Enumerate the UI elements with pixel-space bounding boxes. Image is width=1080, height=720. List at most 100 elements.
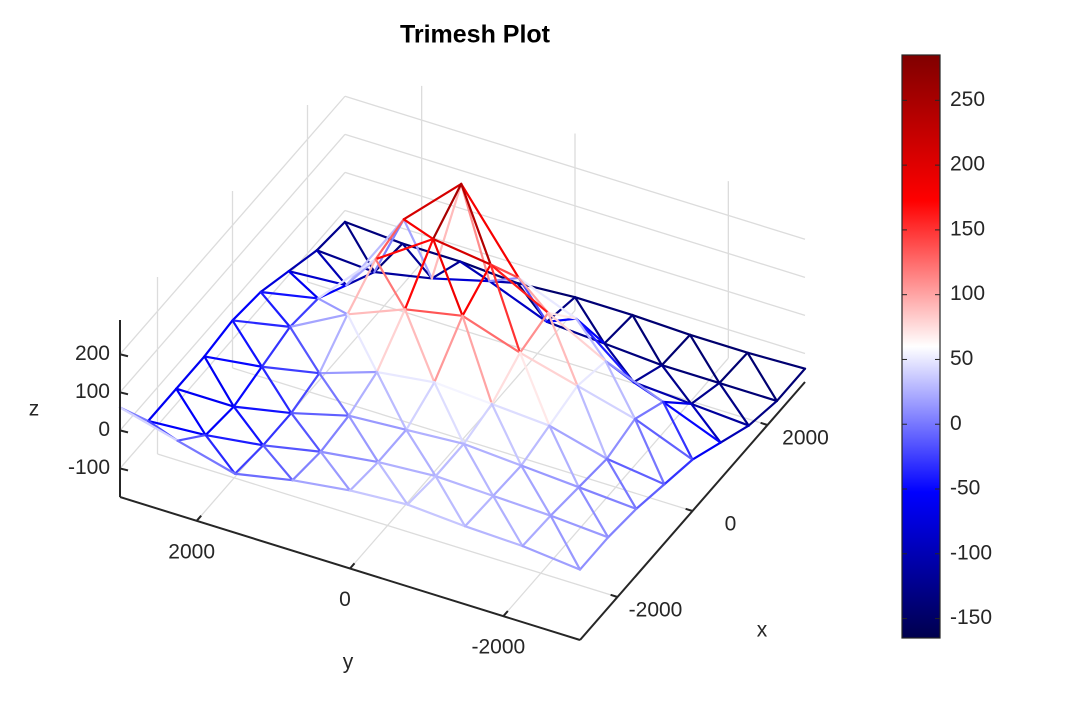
mesh-edge [691,441,722,461]
z-tick-label: 0 [98,418,110,441]
mesh-edge [348,460,380,492]
mesh-edge [433,314,464,384]
mesh-edge [461,314,522,354]
mesh-edge [463,525,524,548]
mesh-edge [204,405,235,437]
mesh-edge [775,367,807,403]
mesh-edge [259,290,320,300]
mesh-edge [176,439,237,475]
mesh-edge [549,514,610,539]
z-tick [119,429,129,434]
mesh-edge [516,282,577,299]
mesh-edge [463,494,495,528]
mesh-edge [434,474,467,528]
mesh-edge [262,444,294,482]
mesh-edge [347,414,380,464]
mesh-edge [492,494,552,517]
mesh-edge [545,296,577,323]
mesh-edge [548,424,580,489]
mesh-edge [461,314,493,406]
x-axis-label: x [757,619,768,642]
mesh-edge [233,472,294,482]
mesh-edge [718,381,778,403]
mesh-edge [232,405,293,415]
mesh [118,182,807,571]
mesh-edge [663,458,694,486]
z-tick-label: 200 [75,342,110,365]
mesh-edge [232,365,263,408]
y-axis-label: y [343,651,354,674]
mesh-edge [147,419,207,437]
mesh-edge [492,494,524,548]
mesh-edge [520,464,552,517]
colorbar-tick-label: 200 [950,153,985,176]
mesh-edge [346,313,378,374]
mesh-edge [490,402,523,467]
mesh-edge [374,218,405,261]
grid-line [119,95,346,355]
grid-line [119,171,346,431]
mesh-edge [317,258,377,300]
mesh-edge [576,384,608,460]
grid-line [344,209,806,355]
z-axis-label: z [29,398,40,421]
mesh-edge [633,417,666,486]
mesh-edge [175,355,206,390]
mesh-edge [403,237,435,311]
y-tick-label: -2000 [471,636,525,659]
mesh-edge [402,182,463,221]
colorbar [901,54,941,639]
mesh-edge [518,351,551,427]
colorbar-tick-label: -150 [950,606,992,629]
mesh-edge [346,308,407,316]
mesh-edge [432,237,464,317]
mesh-edge [290,411,350,417]
mesh-edge [147,387,178,423]
mesh-edge [631,313,663,367]
mesh-edge [118,406,179,442]
mesh-edge [660,364,721,385]
mesh-edge [433,381,493,406]
mesh-edge [405,381,436,431]
mesh-edge [319,450,352,492]
mesh-edge [346,258,377,316]
mesh-edge [517,276,550,314]
mesh-edge [291,479,352,492]
mesh-edge [403,308,436,384]
mesh-edge [347,370,378,417]
x-tick [760,421,768,426]
mesh-edge [318,372,350,417]
mesh-edge [402,218,433,280]
colorbar-tick-label: 50 [950,347,973,370]
mesh-edge [549,486,580,517]
grid-line [119,133,346,393]
mesh-edge [605,457,666,486]
mesh-edge [577,457,608,489]
mesh-edge [548,384,579,427]
mesh-edge [430,277,491,283]
mesh-edge [175,387,207,437]
x-tick-label: -2000 [629,599,683,622]
mesh-edge [747,399,778,427]
mesh-edge [288,325,321,375]
mesh-edge [374,258,407,311]
mesh-edge [604,360,637,420]
mesh-edge [287,249,318,273]
mesh-edge [605,417,637,460]
mesh-edge [434,442,465,478]
mesh-edge [719,424,750,444]
mesh-edge [607,507,638,539]
mesh-edge [460,182,491,283]
mesh-edge [345,270,376,287]
colorbar-tick-label: -50 [950,477,980,500]
mesh-edge [462,442,523,467]
mesh-edge [204,433,265,447]
mesh-edge [259,270,290,294]
mesh-edge [374,237,435,261]
mesh-edge [348,489,409,506]
mesh-edge [521,514,552,548]
mesh-edge [405,428,437,478]
z-tick [119,391,129,396]
mesh-edge [521,544,582,571]
mesh-edge [377,460,409,506]
